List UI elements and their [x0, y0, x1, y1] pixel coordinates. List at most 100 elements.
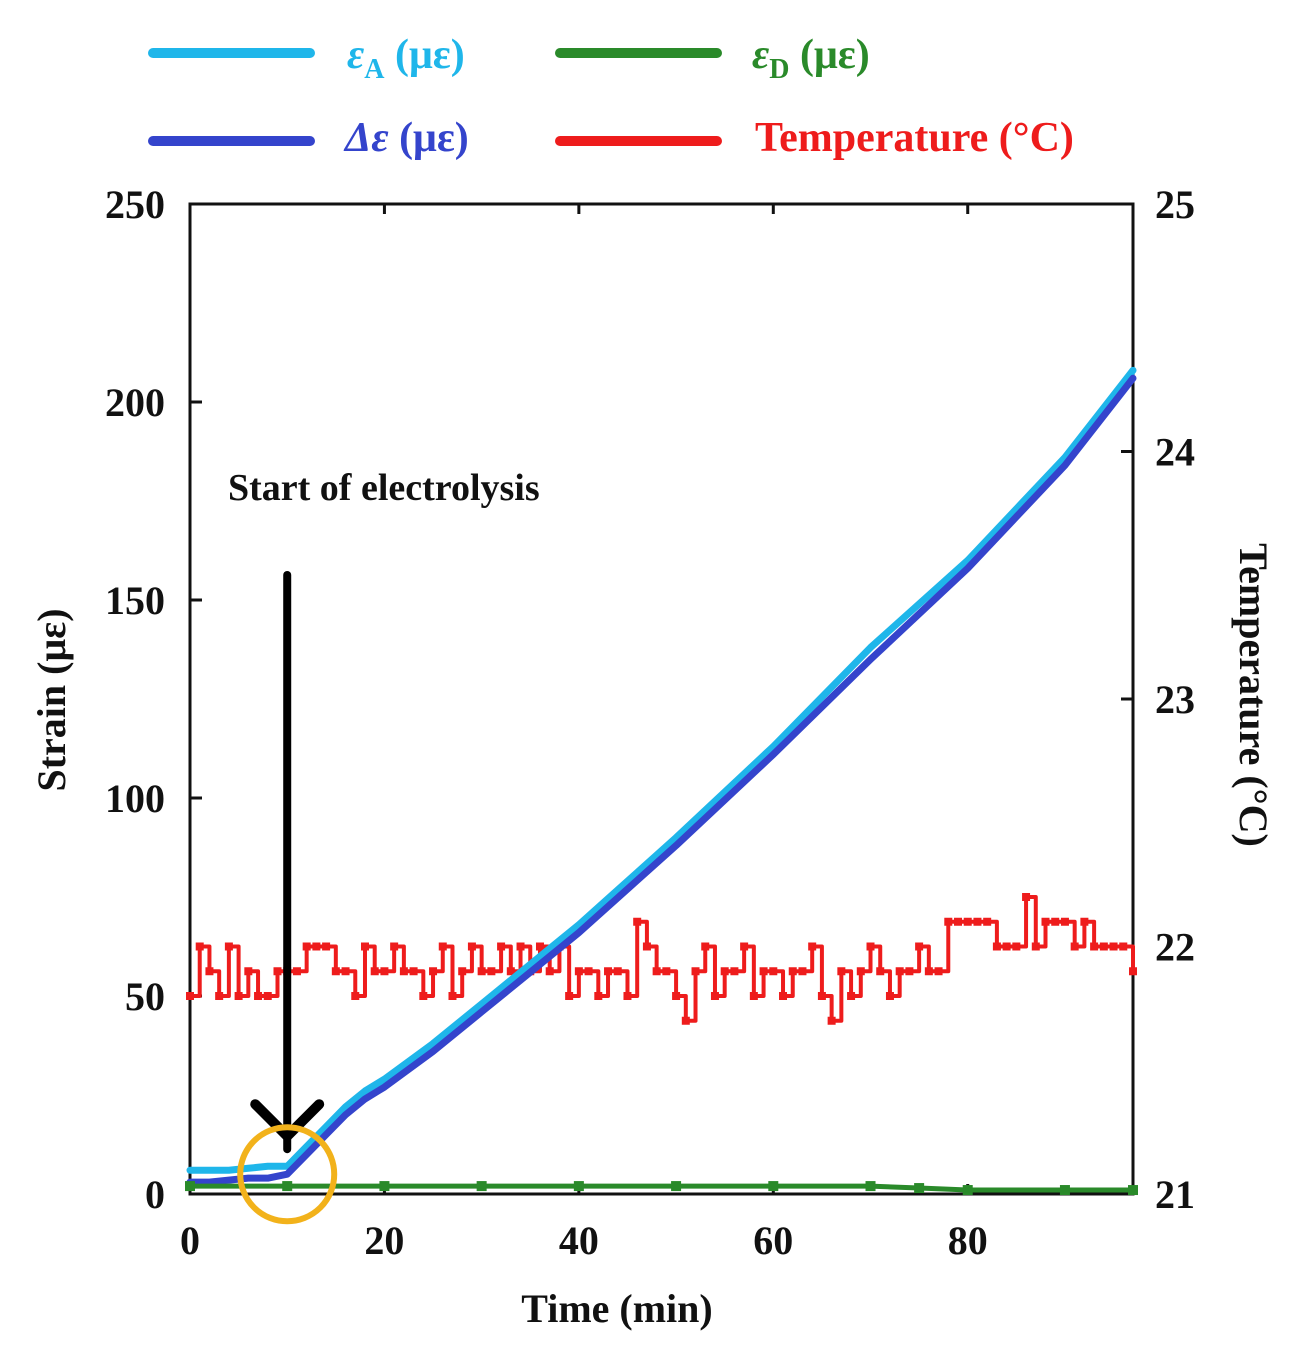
- series-point-temp: [477, 967, 486, 976]
- legend: εA (με) εD (με) Δε (με) Temperature (°C): [148, 32, 1074, 161]
- series-point-temp: [186, 992, 194, 1000]
- y2-tick-label: 23: [1155, 677, 1195, 722]
- series-point-temp: [1002, 942, 1011, 951]
- series-point-temp: [798, 967, 807, 976]
- annotation-arrow-head: [250, 1099, 325, 1142]
- series-point-temp: [992, 942, 1001, 951]
- series-point-temp: [730, 967, 739, 976]
- series-point-temp: [681, 1016, 690, 1025]
- series-point-temp: [856, 967, 865, 976]
- legend-temp-unit: (°C): [988, 115, 1074, 161]
- series-point-temp: [1109, 942, 1118, 951]
- x-tick-label: 40: [559, 1218, 599, 1263]
- series-point-temp: [1070, 942, 1079, 951]
- legend-deps-symbol: Δε: [343, 115, 389, 161]
- legend-epsA-sub: A: [364, 54, 385, 85]
- y2-tick-label: 22: [1155, 925, 1195, 970]
- series-point-temp: [312, 942, 321, 951]
- x-tick-label: 0: [180, 1218, 200, 1263]
- series-point-temp: [438, 942, 447, 951]
- legend-epsA-unit: (με): [384, 32, 464, 78]
- y-tick-label: 250: [105, 182, 165, 227]
- series-line-deps: [186, 374, 1137, 1186]
- series-point-temp: [876, 967, 885, 976]
- series-point-temp: [584, 967, 593, 976]
- series-point-temp: [545, 967, 554, 976]
- series-layer: [185, 366, 1138, 1196]
- series-point-temp: [837, 967, 846, 976]
- series-point-temp: [419, 992, 428, 1000]
- series-point-temp: [662, 967, 671, 976]
- series-point-temp: [409, 967, 418, 976]
- series-point-temp: [574, 967, 583, 976]
- series-point-temp: [905, 967, 914, 976]
- series-point-temp: [565, 992, 574, 1000]
- series-point-temp: [788, 967, 797, 976]
- series-point-temp: [633, 917, 642, 926]
- series-point-temp: [370, 967, 379, 976]
- series-point-temp: [613, 967, 622, 976]
- series-point-temp: [1080, 917, 1089, 926]
- series-point-temp: [341, 967, 350, 976]
- series-point-epsD: [768, 1181, 779, 1192]
- y-tick-label: 50: [125, 974, 165, 1019]
- series-point-temp: [954, 917, 963, 926]
- y2-tick-label: 24: [1155, 430, 1195, 475]
- series-point-temp: [934, 967, 943, 976]
- x-tick-label: 60: [753, 1218, 793, 1263]
- y-tick-label: 0: [145, 1172, 165, 1217]
- series-point-epsD: [282, 1181, 293, 1192]
- annotation: Start of electrolysis: [228, 467, 540, 1225]
- series-point-temp: [467, 942, 476, 951]
- series-point-epsD: [962, 1185, 973, 1196]
- series-point-temp: [895, 967, 904, 976]
- annotation-text: Start of electrolysis: [228, 467, 540, 509]
- series-point-temp: [1022, 893, 1031, 901]
- y-tick-label: 100: [105, 776, 165, 821]
- series-point-temp: [322, 942, 331, 951]
- series-point-epsD: [865, 1181, 876, 1192]
- series-point-epsD: [573, 1181, 584, 1192]
- series-point-temp: [205, 967, 214, 976]
- series-point-temp: [847, 992, 856, 1000]
- series-point-temp: [380, 967, 389, 976]
- series-point-temp: [924, 967, 933, 976]
- series-point-temp: [1012, 942, 1021, 951]
- y2-tick-label: 25: [1155, 182, 1195, 227]
- series-line-temp: [188, 895, 1135, 1023]
- series-point-temp: [691, 967, 700, 976]
- series-point-temp: [1119, 942, 1128, 951]
- series-point-temp: [487, 967, 496, 976]
- series-point-temp: [652, 967, 661, 976]
- y-axis-left-ticks: 0 50 100 150 200 250: [105, 182, 202, 1217]
- series-point-epsD: [1128, 1185, 1138, 1196]
- series-point-temp: [458, 967, 467, 976]
- series-point-temp: [1060, 917, 1069, 926]
- series-point-temp: [1099, 942, 1108, 951]
- series-point-temp: [399, 967, 408, 976]
- y2-tick-label: 21: [1155, 1172, 1195, 1217]
- series-point-temp: [817, 992, 826, 1000]
- y-tick-label: 150: [105, 578, 165, 623]
- series-point-temp: [448, 992, 457, 1000]
- legend-label-epsD: εD (με): [752, 32, 870, 85]
- series-point-temp: [506, 967, 515, 976]
- series-point-temp: [973, 917, 982, 926]
- series-point-temp: [1051, 917, 1060, 926]
- series-point-temp: [195, 942, 204, 951]
- x-tick-label: 20: [364, 1218, 404, 1263]
- series-point-temp: [740, 942, 749, 951]
- series-point-temp: [963, 917, 972, 926]
- series-point-epsD: [914, 1183, 925, 1194]
- series-point-epsD: [1059, 1185, 1070, 1196]
- series-point-temp: [302, 942, 311, 951]
- series-point-temp: [1129, 967, 1137, 976]
- series-point-temp: [254, 992, 263, 1000]
- series-point-epsD: [671, 1181, 682, 1192]
- series-point-temp: [749, 992, 758, 1000]
- series-point-temp: [710, 992, 719, 1000]
- series-point-temp: [429, 967, 438, 976]
- series-line-epsA: [186, 366, 1137, 1174]
- annotation-circle: [237, 1124, 338, 1225]
